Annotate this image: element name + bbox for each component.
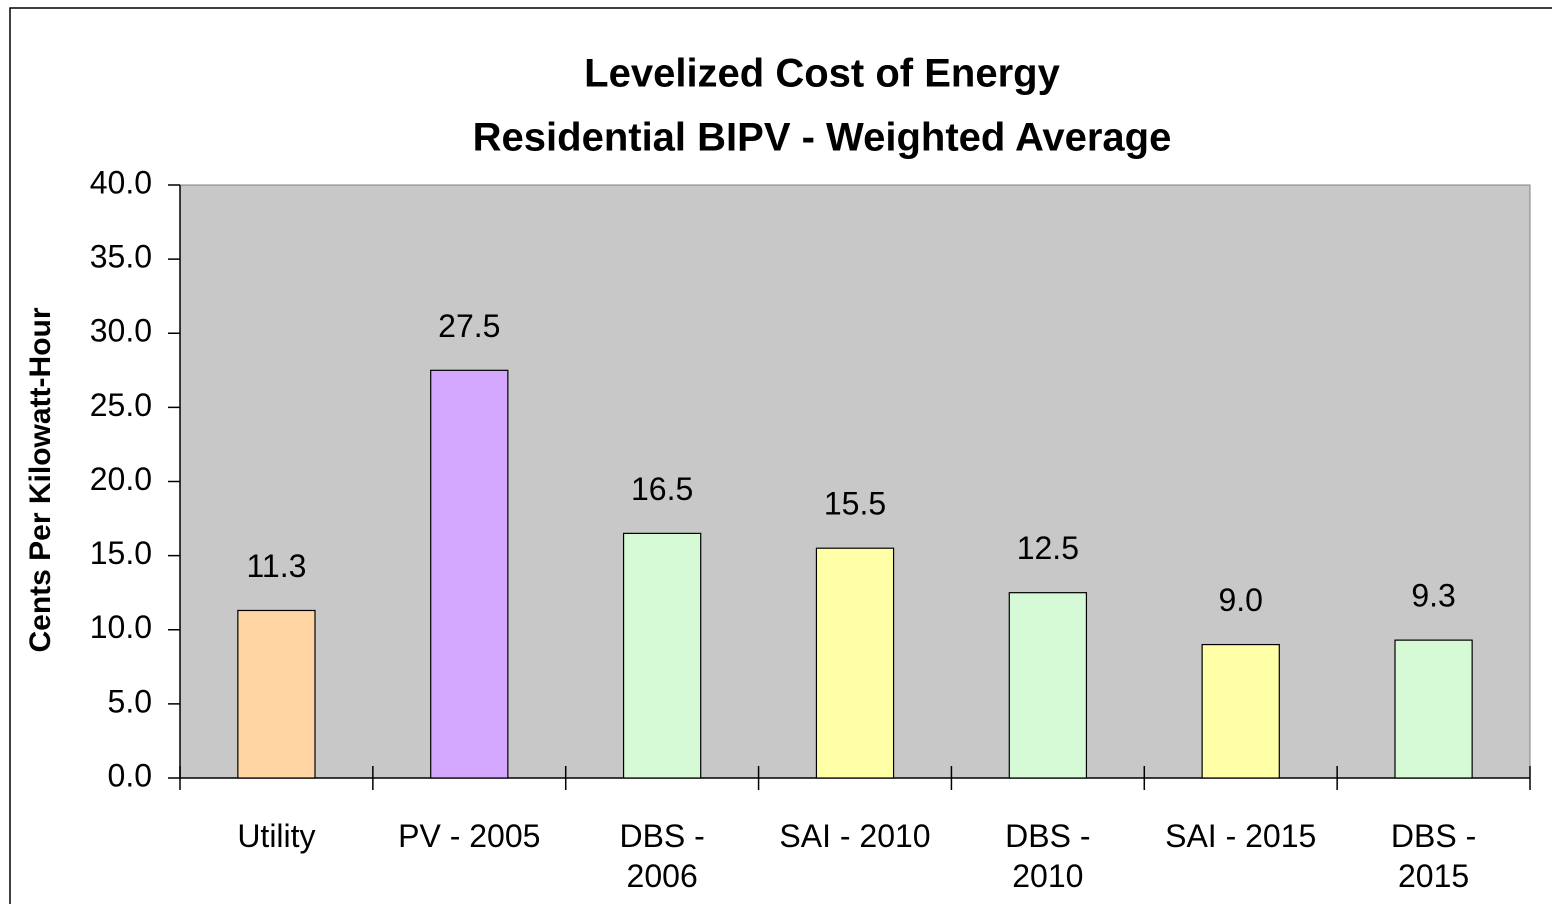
x-tick-label: PV - 2005	[398, 818, 541, 854]
chart-subtitle: Residential BIPV - Weighted Average	[473, 116, 1172, 160]
bar	[237, 609, 316, 779]
x-tick-label: DBS - 2010	[1005, 818, 1091, 894]
y-axis-label: Cents Per Kilowatt-Hour	[24, 307, 57, 652]
y-tick-label: 10.0	[90, 609, 152, 645]
x-tick-label: DBS - 2006	[619, 818, 705, 894]
data-label: 9.3	[1411, 578, 1455, 614]
bar	[815, 547, 895, 779]
data-label: 12.5	[1017, 530, 1079, 566]
x-tick-label: Utility	[237, 818, 316, 854]
data-label: 9.0	[1218, 582, 1262, 618]
y-tick-label: 0.0	[108, 757, 152, 793]
bar	[1394, 639, 1473, 779]
data-label: 15.5	[824, 486, 886, 522]
bar	[1201, 643, 1280, 779]
chart-title: Levelized Cost of Energy	[584, 52, 1060, 96]
y-tick-label: 30.0	[90, 313, 152, 349]
bar	[622, 532, 702, 779]
y-tick-label: 20.0	[90, 461, 152, 497]
bar	[430, 369, 509, 779]
x-tick-label: SAI - 2010	[779, 818, 931, 854]
y-tick-label: 15.0	[90, 535, 152, 571]
y-tick-label: 40.0	[90, 164, 152, 200]
x-tick-label: SAI - 2015	[1165, 818, 1317, 854]
y-tick-label: 5.0	[108, 683, 152, 719]
data-label: 11.3	[246, 548, 306, 584]
bar	[1008, 592, 1088, 779]
data-label: 27.5	[438, 308, 500, 344]
x-tick-label: DBS - 2015	[1390, 818, 1477, 894]
y-tick-label: 25.0	[90, 387, 152, 423]
data-label: 16.5	[631, 471, 693, 507]
chart-frame	[9, 7, 1552, 904]
y-tick-label: 35.0	[90, 239, 152, 275]
